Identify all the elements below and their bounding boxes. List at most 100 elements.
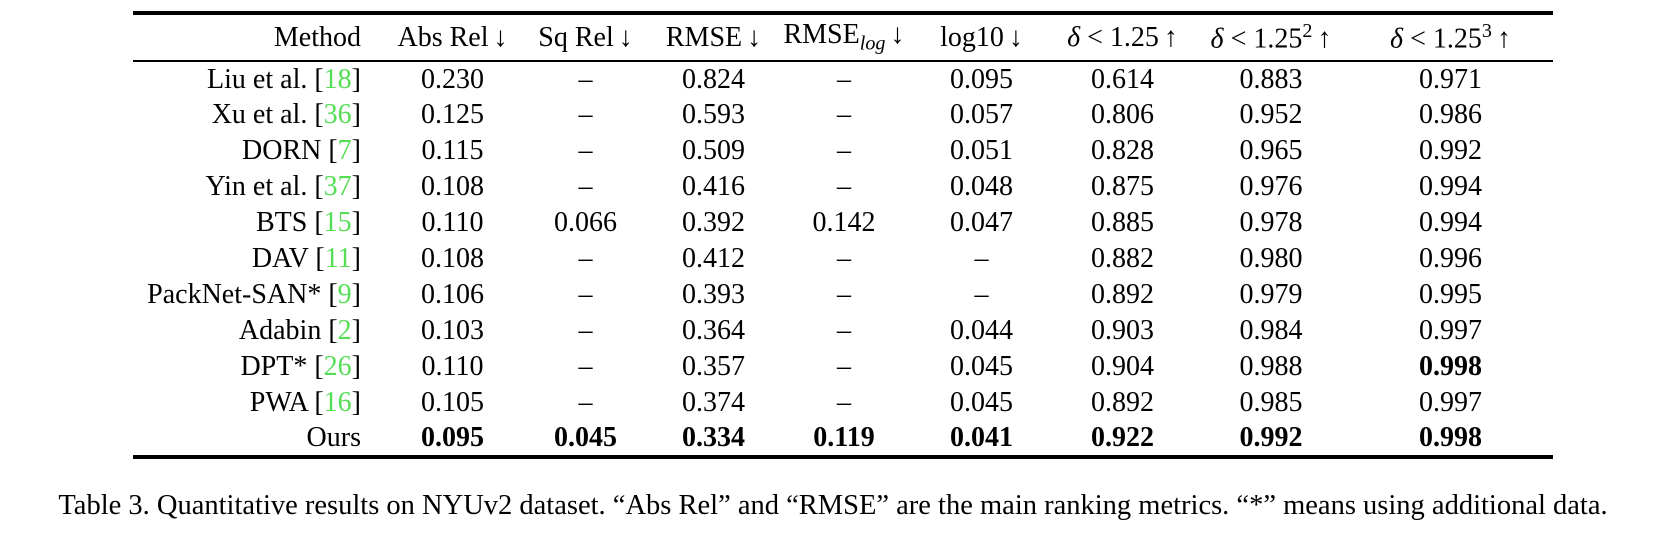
value-cell: – [837,315,851,346]
value-cell: – [578,243,593,274]
value-cell: 0.045 [950,387,1013,418]
value-cell: 0.892 [1091,387,1154,418]
value-cell: 0.971 [1419,63,1482,95]
method-cell: Xu et al. [36] [211,99,361,130]
column-header-1-25: δ < 1.25 ↑ [1067,21,1178,53]
citation-link[interactable]: 18 [323,63,352,95]
value-cell: 0.066 [554,207,617,238]
method-cell: Ours [306,422,361,453]
value-cell: 0.110 [421,207,484,238]
value-cell: 0.883 [1239,63,1303,95]
citation-link[interactable]: 2 [337,315,352,346]
column-header-rmse-log: RMSElog ↓ [783,19,905,55]
down-arrow-icon: ↓ [890,19,905,51]
table-body: Liu et al. [18] 0.230 – 0.824 – 0.095 0.614 0.8… [133,61,1553,457]
value-cell: 0.806 [1091,99,1154,130]
value-cell: 0.357 [682,351,745,382]
table-row-bts: BTS [15] 0.110 0.066 0.392 0.142 0.047 0.885 0.… [133,205,1553,241]
value-cell: 0.105 [421,387,484,418]
value-cell: 0.392 [682,207,745,238]
table-row-ours: Ours 0.095 0.045 0.334 0.119 0.041 0.922 0.992 0… [133,421,1553,457]
value-cell: – [837,135,851,166]
value-cell: – [837,63,851,95]
down-arrow-icon: ↓ [618,21,633,53]
value-cell: – [578,171,593,202]
citation-link[interactable]: 9 [337,279,352,310]
value-cell: 0.108 [421,243,484,274]
value-cell: – [837,243,851,274]
method-cell: PackNet-SAN* [9] [147,279,361,310]
value-cell: 0.882 [1091,243,1154,274]
value-cell: 0.364 [682,315,745,346]
up-arrow-icon: ↑ [1163,21,1178,53]
citation-link[interactable]: 36 [323,99,352,130]
value-cell: 0.142 [812,207,876,238]
value-cell: 0.614 [1091,63,1154,95]
value-cell: 0.334 [682,422,745,453]
value-cell: 0.997 [1419,315,1482,346]
table-header: Method Abs Rel ↓ Sq Rel ↓ RMSE ↓ RMSElog ↓ log10 ↓… [133,13,1553,61]
table-row-yin-et-al: Yin et al. [37] 0.108 – 0.416 – 0.048 0.875 0.9… [133,169,1553,205]
value-cell: – [837,99,851,130]
column-header-1-25-2: δ < 1.252 ↑ [1210,19,1332,55]
value-cell: 0.998 [1419,422,1482,453]
value-cell: 0.985 [1239,387,1303,418]
value-cell: 0.875 [1091,171,1154,202]
column-header-method: Method [273,21,361,53]
column-header-log10: log10 ↓ [940,21,1023,53]
value-cell: 0.051 [950,135,1013,166]
value-cell: 0.119 [813,422,875,453]
value-cell: 0.885 [1091,207,1154,238]
up-arrow-icon: ↑ [1317,23,1332,55]
citation-link[interactable]: 7 [337,135,352,166]
value-cell: 0.044 [950,315,1013,346]
citation-link[interactable]: 11 [324,243,352,274]
method-cell: DORN [7] [242,135,361,166]
value-cell: 0.095 [421,422,484,453]
down-arrow-icon: ↓ [747,21,762,53]
value-cell: 0.828 [1091,135,1154,166]
value-cell: 0.125 [421,99,484,130]
value-cell: 0.412 [682,243,745,274]
column-header-sq-rel: Sq Rel ↓ [538,21,633,53]
value-cell: 0.374 [682,387,745,418]
citation-link[interactable]: 37 [323,171,352,202]
value-cell: 0.103 [421,315,484,346]
method-cell: DAV [11] [251,243,361,274]
value-cell: – [837,387,851,418]
value-cell: 0.952 [1239,99,1303,130]
value-cell: 0.824 [682,63,745,95]
value-cell: – [837,279,851,310]
method-cell: Liu et al. [18] [207,63,361,95]
value-cell: 0.992 [1419,135,1482,166]
value-cell: 0.045 [950,351,1013,382]
citation-link[interactable]: 15 [323,207,352,238]
citation-link[interactable]: 26 [323,351,352,382]
table-row-dorn: DORN [7] 0.115 – 0.509 – 0.051 0.828 0.965 0.992 [133,133,1553,169]
value-cell: 0.992 [1239,422,1303,453]
value-cell: 0.048 [950,171,1013,202]
value-cell: – [837,351,851,382]
table-caption: Table 3. Quantitative results on NYUv2 d… [58,490,1608,521]
table-row-liu-et-al: Liu et al. [18] 0.230 – 0.824 – 0.095 0.614 0.8… [133,61,1553,97]
table-row-packnet-san: PackNet-SAN* [9] 0.106 – 0.393 – – 0.892 0.979 0… [133,277,1553,313]
column-header-1-25-3: δ < 1.253 ↑ [1390,19,1511,55]
value-cell: 0.976 [1239,171,1303,202]
value-cell: 0.509 [682,135,745,166]
value-cell: – [578,279,593,310]
value-cell: 0.047 [950,207,1013,238]
value-cell: 0.110 [421,351,484,382]
column-header-rmse: RMSE ↓ [665,21,762,53]
value-cell: 0.904 [1091,351,1154,382]
value-cell: 0.978 [1239,207,1303,238]
method-cell: Yin et al. [37] [205,171,361,202]
column-header-abs-rel: Abs Rel ↓ [397,21,508,53]
value-cell: – [974,243,989,274]
value-cell: – [578,63,593,95]
value-cell: 0.997 [1419,387,1482,418]
table-row-adabin: Adabin [2] 0.103 – 0.364 – 0.044 0.903 0.984 0.9… [133,313,1553,349]
method-cell: Adabin [2] [238,315,361,346]
citation-link[interactable]: 16 [323,387,352,418]
value-cell: – [578,135,593,166]
value-cell: 0.994 [1419,207,1482,238]
